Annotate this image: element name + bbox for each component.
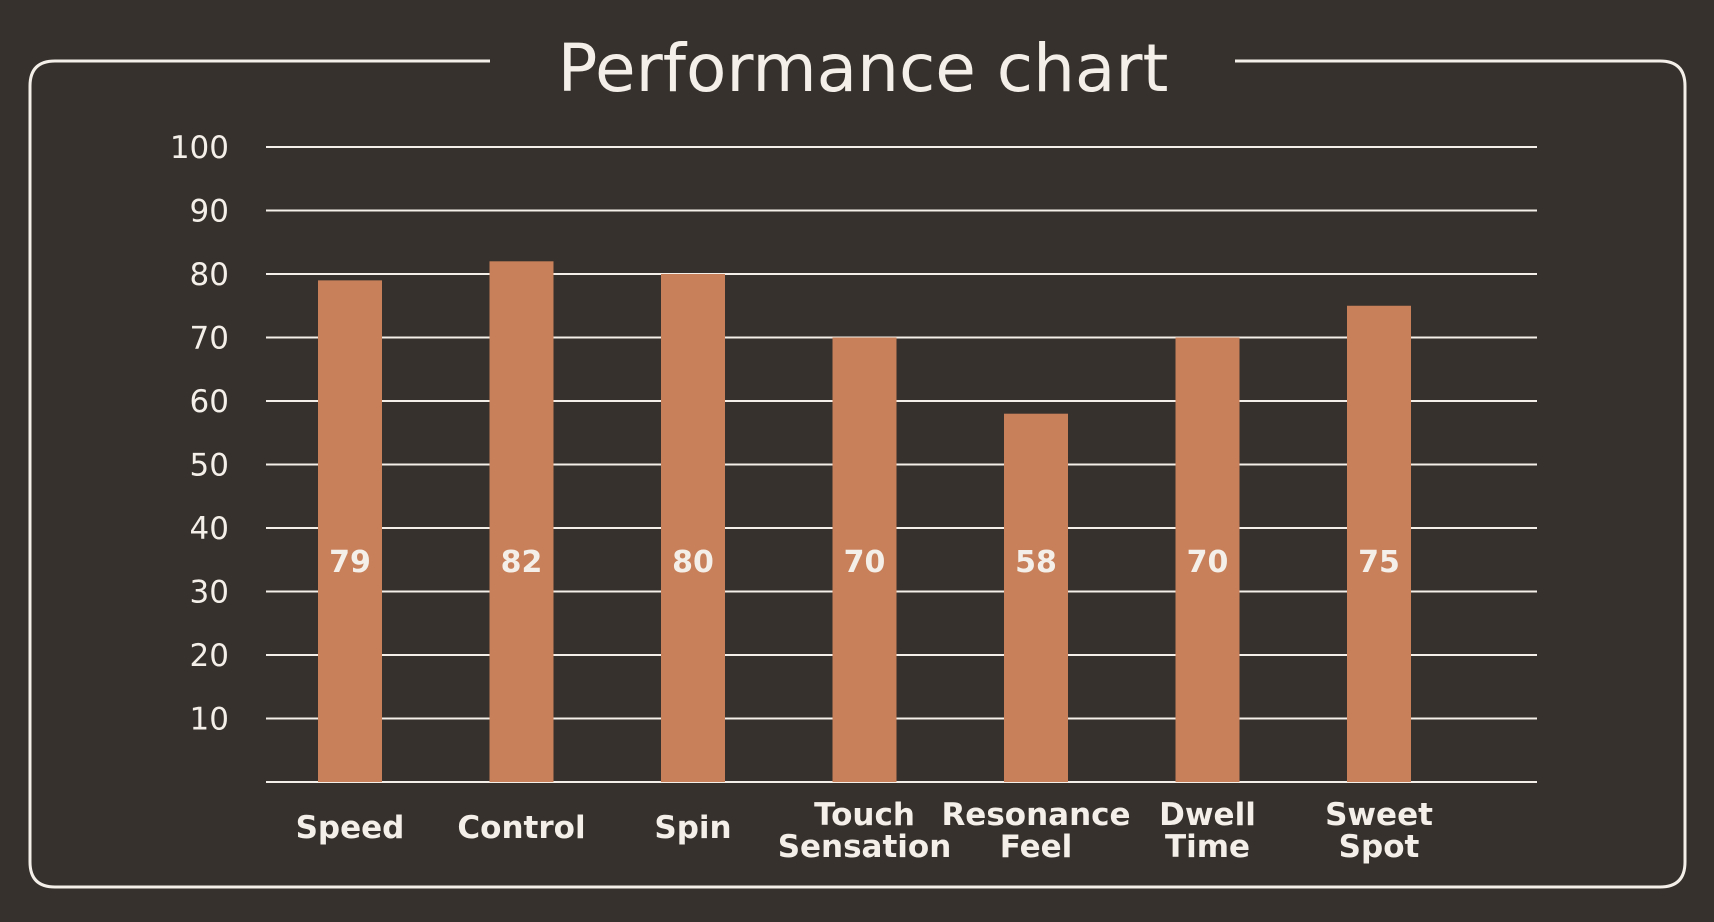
y-tick-label: 70 xyxy=(190,321,229,357)
x-tick-label-line: Spot xyxy=(1339,829,1420,865)
y-tick-label: 30 xyxy=(190,575,229,611)
x-tick-label-line: Resonance xyxy=(941,797,1130,833)
x-tick-label: Dwell Time xyxy=(1159,797,1256,865)
data-label: 70 xyxy=(844,545,886,580)
x-tick-label-line: Sensation xyxy=(778,829,952,865)
data-label: 82 xyxy=(501,545,543,580)
y-tick-label: 50 xyxy=(190,448,229,484)
bar xyxy=(318,280,382,782)
y-tick-label: 100 xyxy=(170,130,229,166)
y-tick-label: 20 xyxy=(190,638,229,674)
x-tick-label-line: Touch xyxy=(814,797,915,833)
y-tick-label: 40 xyxy=(190,511,229,547)
chart-title: Performance chart xyxy=(558,30,1169,107)
bar xyxy=(1004,413,1068,782)
data-labels: 79 82 80 70 58 70 75 xyxy=(329,545,1400,580)
x-tick-label: Speed xyxy=(296,810,405,846)
x-tick-label-line: Control xyxy=(457,810,585,846)
chart-frame xyxy=(28,59,1687,889)
x-tick-label-line: Sweet xyxy=(1325,797,1433,833)
x-tick-label: Spin xyxy=(654,810,731,846)
x-tick-label-line: Spin xyxy=(654,810,731,846)
x-tick-label: Touch Sensation xyxy=(778,797,952,865)
bars xyxy=(318,261,1411,782)
x-tick-label: Resonance Feel xyxy=(941,797,1130,865)
y-tick-label: 90 xyxy=(190,194,229,230)
bar xyxy=(1347,305,1411,782)
y-tick-label: 10 xyxy=(190,702,229,738)
x-tick-label: Control xyxy=(457,810,585,846)
y-tick-label: 60 xyxy=(190,384,229,420)
x-tick-label-line: Dwell xyxy=(1159,797,1256,833)
x-tick-label-line: Feel xyxy=(1000,829,1073,865)
data-label: 79 xyxy=(329,545,371,580)
bar xyxy=(1175,337,1240,782)
x-tick-label-line: Speed xyxy=(296,810,405,846)
y-tick-label: 80 xyxy=(190,257,229,293)
x-tick-label-line: Time xyxy=(1165,829,1250,865)
gridlines xyxy=(266,146,1537,783)
bar xyxy=(832,337,897,782)
data-label: 80 xyxy=(672,545,714,580)
bar xyxy=(661,274,725,782)
data-label: 58 xyxy=(1015,545,1057,580)
data-label: 75 xyxy=(1358,545,1400,580)
data-label: 70 xyxy=(1187,545,1229,580)
y-axis-ticks: 10 20 30 40 50 60 70 80 90 100 xyxy=(170,130,229,738)
bar xyxy=(489,261,554,782)
x-tick-label: Sweet Spot xyxy=(1325,797,1433,865)
